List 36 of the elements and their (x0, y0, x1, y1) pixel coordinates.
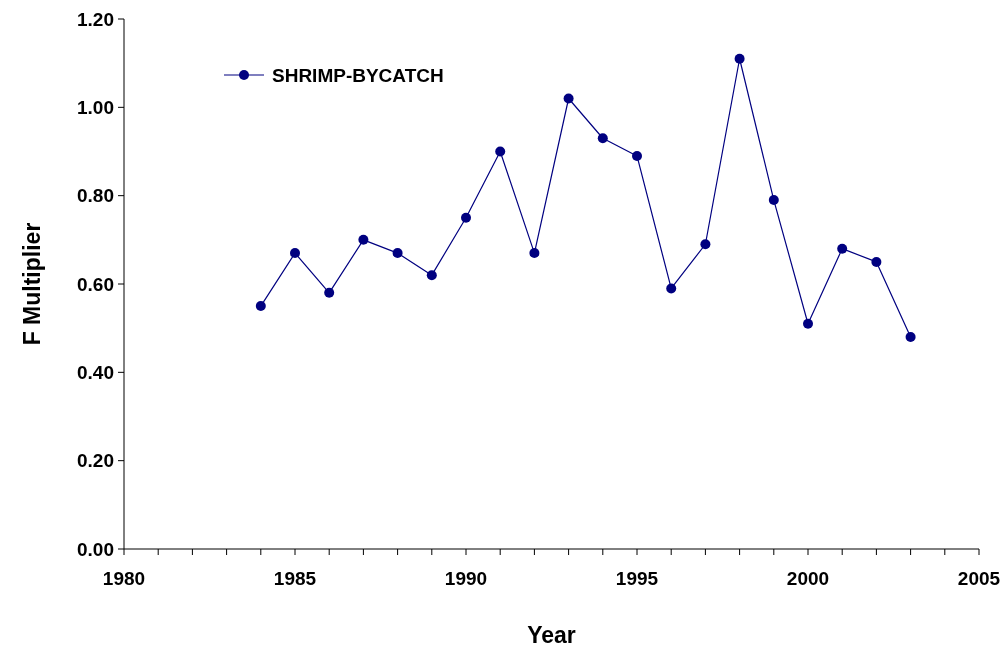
point (734, 53, 745, 64)
point (905, 332, 916, 342)
point (426, 270, 437, 281)
y-axis-title: F Multiplier (19, 222, 45, 346)
x-tick-label: 1985 (273, 568, 317, 589)
point (529, 248, 540, 259)
point (597, 133, 608, 144)
x-tick-label: 1990 (444, 568, 488, 589)
point (666, 283, 677, 294)
point (803, 318, 813, 329)
x-tick-label: 2000 (786, 568, 830, 589)
y-tick-label: 0.60 (77, 273, 114, 295)
x-tick-label: 1995 (615, 568, 659, 589)
x-axis-title: Year (527, 622, 576, 648)
point (768, 195, 779, 206)
point (837, 243, 848, 254)
y-tick-label: 1.20 (77, 8, 114, 30)
point (290, 248, 300, 259)
y-tick-label: 0.40 (77, 361, 114, 383)
x-tick-label: 2005 (957, 568, 1001, 589)
point (700, 239, 711, 250)
y-tick-label: 1.00 (77, 96, 114, 118)
point (324, 287, 335, 298)
y-tick-label: 0.80 (77, 185, 114, 207)
point (632, 150, 642, 161)
point (392, 248, 403, 259)
y-tick-label: 0.00 (77, 538, 114, 560)
point (255, 301, 266, 312)
point (358, 234, 369, 245)
point (563, 93, 574, 104)
point (461, 212, 471, 223)
point (871, 256, 882, 267)
legend-label: SHRIMP-BYCATCH (272, 64, 444, 86)
x-tick-label: 1980 (102, 568, 146, 589)
point (495, 146, 506, 157)
y-tick-label: 0.20 (77, 450, 114, 472)
